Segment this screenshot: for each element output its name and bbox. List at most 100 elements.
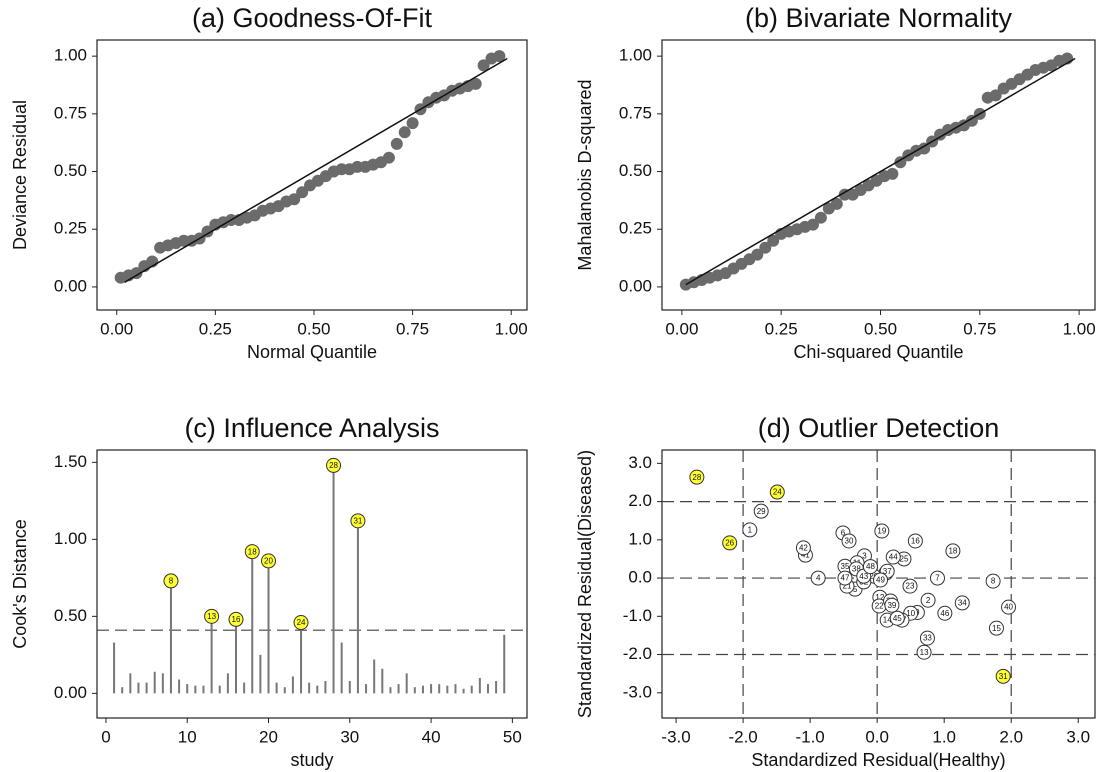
y-tick-label: 0.00 [619, 276, 652, 295]
study-label: 26 [725, 539, 734, 548]
plot-frame [661, 449, 1096, 719]
study-label: 25 [900, 555, 909, 564]
study-point [916, 644, 932, 660]
study-point [841, 533, 857, 549]
x-tick-label: 30 [340, 727, 359, 746]
plot-frame [96, 39, 528, 311]
x-tick-label: 3.0 [1066, 727, 1090, 746]
study-label: 39 [887, 601, 896, 610]
study-point [810, 570, 826, 586]
point [830, 197, 843, 210]
study-point [929, 570, 945, 586]
y-tick-label: 0.75 [619, 103, 652, 122]
x-tick-label: 0.75 [963, 319, 996, 338]
point [382, 151, 395, 164]
y-tick-label: 0.0 [628, 568, 652, 587]
study-point [873, 572, 889, 588]
x-axis-label: Normal Quantile [247, 342, 377, 362]
study-label: 45 [893, 614, 902, 623]
study-label: 35 [841, 562, 850, 571]
point [918, 142, 931, 155]
study-label: 19 [877, 527, 886, 536]
y-axis-label: Deviance Residual [10, 100, 30, 250]
y-tick-label: 0.25 [54, 219, 87, 238]
x-tick-label: 0.00 [100, 319, 133, 338]
study-label: 43 [859, 572, 868, 581]
x-axis-label: Standardized Residual(Healthy) [751, 750, 1005, 770]
study-label: 15 [992, 624, 1001, 633]
study-point [902, 578, 918, 594]
x-tick-label: 1.00 [495, 319, 528, 338]
y-tick-label: 0.50 [54, 606, 87, 625]
point [288, 193, 301, 206]
study-label: 4 [816, 574, 821, 583]
influential-marker [350, 513, 366, 529]
point [814, 211, 827, 224]
study-label: 14 [883, 616, 892, 625]
study-label: 22 [875, 602, 884, 611]
study-point [722, 535, 738, 551]
influential-marker [163, 573, 179, 589]
study-label: 3 [862, 552, 867, 561]
x-tick-label: 50 [503, 727, 522, 746]
study-label: 28 [329, 461, 338, 470]
study-label: 2 [926, 596, 931, 605]
point [989, 89, 1002, 102]
study-label: 13 [207, 612, 216, 621]
study-label: 8 [991, 577, 996, 586]
study-label: 8 [169, 577, 174, 586]
study-label: 18 [248, 547, 257, 556]
x-tick-label: -1.0 [795, 727, 824, 746]
study-label: 49 [876, 576, 885, 585]
study-label: 24 [297, 618, 306, 627]
study-label: 29 [757, 507, 766, 516]
chart-title: (b) Bivariate Normality [745, 3, 1013, 33]
study-point [995, 668, 1011, 684]
chart-title: (a) Goodness-Of-Fit [192, 3, 433, 33]
study-point [884, 597, 900, 613]
study-point [988, 620, 1004, 636]
x-tick-label: 0.50 [297, 319, 330, 338]
point [398, 126, 411, 139]
study-label: 21 [843, 582, 852, 591]
point [130, 267, 143, 280]
reference-line [685, 57, 1076, 286]
point [894, 156, 907, 169]
study-label: 31 [353, 516, 362, 525]
study-label: 23 [906, 582, 915, 591]
y-axis-label: Mahalanobis D-squared [575, 79, 595, 270]
influential-marker [326, 457, 342, 473]
point [806, 218, 819, 231]
plot-frame [96, 449, 528, 719]
study-point [795, 540, 811, 556]
y-tick-label: -2.0 [623, 644, 652, 663]
point [406, 117, 419, 130]
point [201, 225, 214, 238]
y-tick-label: 0.00 [54, 276, 87, 295]
influential-marker [293, 615, 309, 631]
x-tick-label: 0 [101, 727, 110, 746]
study-point [985, 573, 1001, 589]
influential-marker [261, 553, 277, 569]
x-tick-label: -3.0 [661, 727, 690, 746]
study-label: 5 [853, 585, 858, 594]
study-point [907, 533, 923, 549]
study-label: 28 [692, 473, 701, 482]
x-tick-label: 0.75 [396, 319, 429, 338]
y-tick-label: 2.0 [628, 491, 652, 510]
study-point [753, 503, 769, 519]
point [965, 114, 978, 127]
study-point [862, 559, 878, 575]
study-point [954, 595, 970, 611]
study-point [874, 523, 890, 539]
study-label: 34 [958, 599, 967, 608]
study-label: 7 [935, 574, 940, 583]
study-label: 47 [841, 574, 850, 583]
y-axis-label: Standardized Residual(Diseased) [575, 450, 595, 718]
study-point [742, 522, 758, 538]
x-tick-label: 20 [259, 727, 278, 746]
study-label: 12 [875, 593, 884, 602]
chart-title: (c) Influence Analysis [184, 413, 439, 443]
point [296, 186, 309, 199]
study-label: 44 [889, 553, 898, 562]
